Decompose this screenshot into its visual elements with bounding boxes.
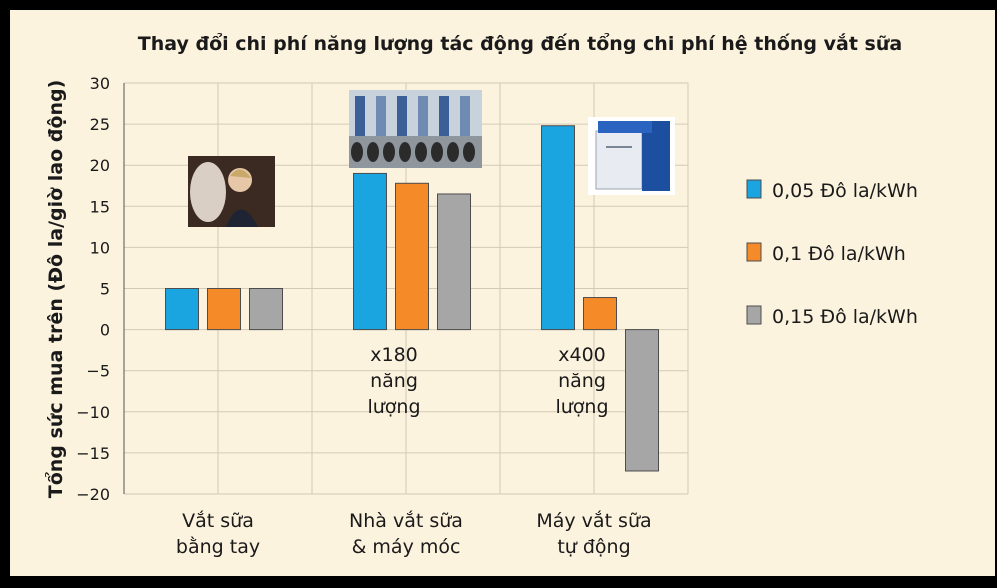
category-label: tự động [557,536,630,558]
legend-label: 0,05 Đô la/kWh [772,180,918,202]
category-label: Máy vắt sữa [536,509,651,532]
y-tick-label: 25 [90,115,110,134]
parlor-post [397,96,407,136]
bar-2-2 [395,182,429,331]
annotation-text: x400 [558,344,606,366]
category-label: Nhà vắt sữa [349,509,463,532]
cow-shape [447,142,459,162]
annotation-text: năng [558,370,606,392]
cow-shape [399,142,411,162]
y-tick-label: 15 [90,197,110,216]
bar-2-1 [353,172,387,331]
chart-title: Thay đổi chi phí năng lượng tác động đến… [138,32,902,55]
category-label: & máy móc [352,536,461,558]
bar-3-2 [583,297,617,331]
y-tick-label: 0 [100,321,110,340]
parlor-post [460,96,470,136]
legend-swatch [746,305,762,325]
legend-swatch [746,179,762,199]
person-hair [230,169,251,178]
annotation-text: x180 [370,344,418,366]
bar-1-3 [249,288,283,331]
bar-2-3 [437,193,471,331]
bar-3-3 [625,329,659,472]
y-tick-label: 30 [90,74,110,93]
parlor-post [439,96,449,136]
category-label: bằng tay [176,535,260,558]
bars [165,125,659,472]
category-labels: Vắt sữa bằng tay Nhà vắt sữa & máy móc Máy v… [176,509,652,558]
y-tick-label: −5 [86,362,110,381]
y-axis-label: Tổng sức mua trên (Đô la/giờ lao động) [44,80,67,499]
annotation-text: lượng [555,396,608,418]
person-body [226,209,258,227]
person-milking-cow-photo [188,156,275,227]
machine-top [598,121,652,133]
bar-1-2 [207,288,241,331]
y-tick-label: 5 [100,280,110,299]
parlor-post [376,96,386,136]
annotation-text: lượng [367,396,420,418]
machine-body [595,130,643,190]
bar-1-1 [165,288,199,331]
y-tick-label: 20 [90,156,110,175]
parlor-post [355,96,365,136]
cow-shape [431,142,443,162]
parlor-post [418,96,428,136]
cow-shape [367,142,379,162]
y-tick-label: 10 [90,238,110,257]
photos [188,90,675,227]
robotic-milker-photo [588,117,675,195]
cow-shape [463,142,475,162]
y-tick-label: −20 [76,485,110,504]
cow-shape [415,142,427,162]
cow-shape [190,162,226,222]
y-axis-ticks: 30 25 20 15 10 5 0 −5 −10 −15 −20 [76,74,110,504]
bar-3-1 [541,125,575,331]
legend-label: 0,1 Đô la/kWh [772,243,906,265]
annotations: x180 năng lượng x400 năng lượng [367,344,608,418]
cow-shape [383,142,395,162]
cow-shape [351,142,363,162]
legend-label: 0,15 Đô la/kWh [772,306,918,328]
milking-parlor-photo [349,90,482,168]
category-label: Vắt sữa [182,509,254,532]
legend: 0,05 Đô la/kWh 0,1 Đô la/kWh 0,15 Đô la/kW… [746,179,918,328]
y-tick-label: −15 [76,444,110,463]
y-tick-label: −10 [76,403,110,422]
legend-swatch [746,242,762,262]
annotation-text: năng [370,370,418,392]
